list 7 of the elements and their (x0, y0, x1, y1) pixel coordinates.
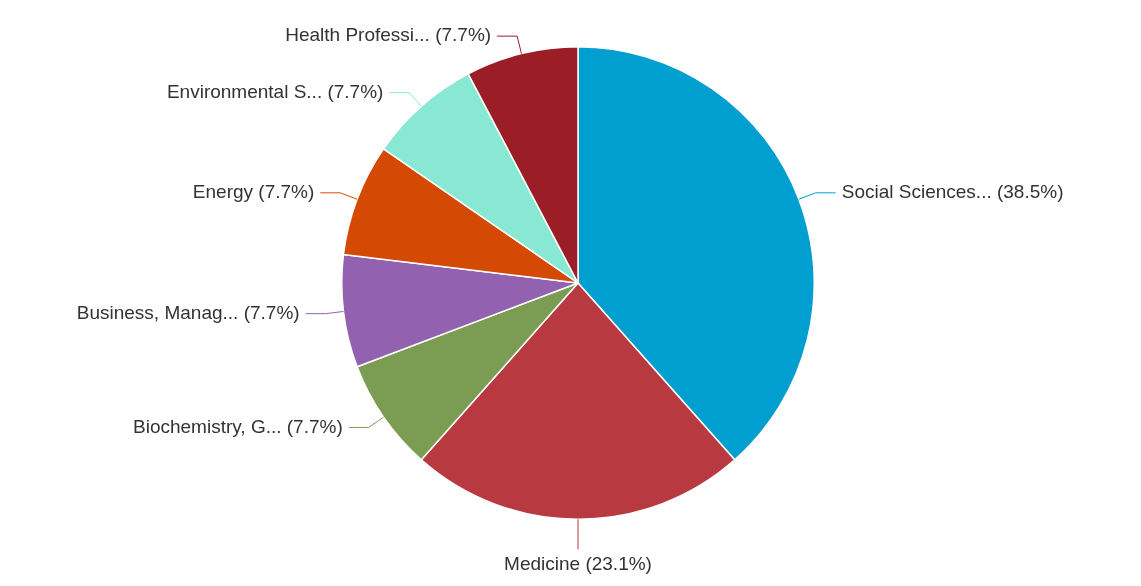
slice-label: Environmental S... (7.7%) (166, 80, 384, 102)
slice-label: Business, Manag... (7.7%) (76, 301, 300, 323)
slice-label: Medicine (23.1%) (504, 552, 652, 574)
slice-label: Energy (7.7%) (192, 181, 315, 203)
slice-label: Health Professi... (7.7%) (285, 24, 492, 46)
slice-label: Social Sciences... (38.5%) (841, 181, 1064, 203)
slice-label: Biochemistry, G... (7.7%) (132, 415, 343, 437)
